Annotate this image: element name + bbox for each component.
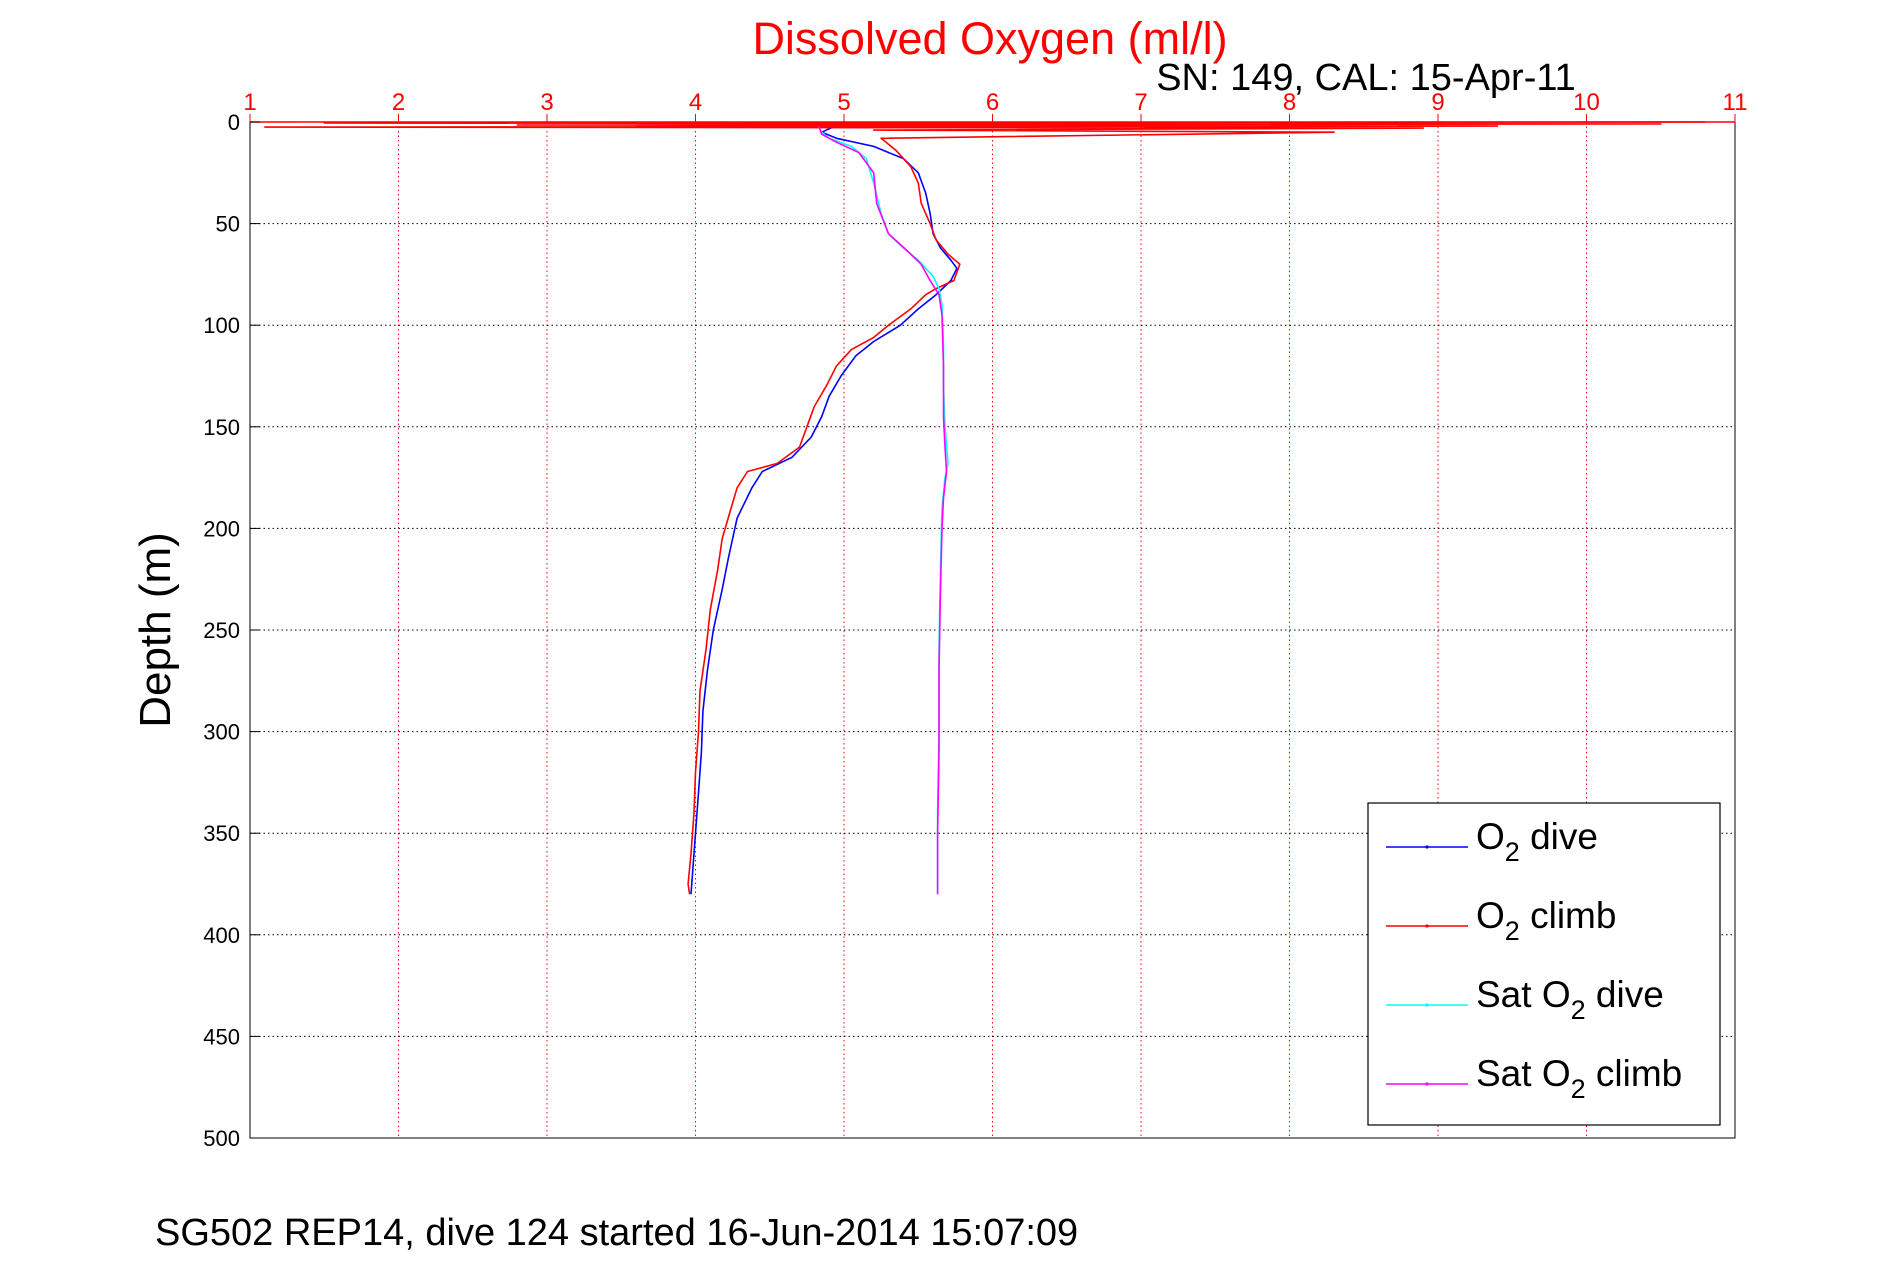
legend-marker xyxy=(1425,1082,1429,1086)
x-tick-label: 7 xyxy=(1134,89,1147,116)
y-tick-label: 400 xyxy=(203,923,240,948)
legend: O2 dive O2 climb Sat O2 dive Sat O2 climb xyxy=(1367,802,1721,1126)
legend-marker xyxy=(1425,845,1429,849)
x-tick-label: 3 xyxy=(540,89,553,116)
x-tick-label: 9 xyxy=(1431,89,1444,116)
legend-label: Sat O2 climb xyxy=(1476,1053,1682,1104)
x-tick-label: 10 xyxy=(1573,89,1600,116)
chart-title: Dissolved Oxygen (ml/l) xyxy=(752,13,1227,64)
legend-label: O2 climb xyxy=(1476,895,1616,946)
x-tick-label: 5 xyxy=(837,89,850,116)
series-line-1 xyxy=(264,121,1706,895)
legend-marker xyxy=(1425,1003,1429,1007)
x-tick-label: 8 xyxy=(1283,89,1296,116)
x-tick-label: 4 xyxy=(689,89,702,116)
x-axis: 1 2 3 4 5 6 7 8 9 10 11 xyxy=(243,89,1748,123)
y-tick-label: 200 xyxy=(203,516,240,541)
y-tick-label: 50 xyxy=(216,212,240,237)
caption: SG502 REP14, dive 124 started 16-Jun-201… xyxy=(155,1212,1078,1254)
series-line-0 xyxy=(690,121,958,895)
y-tick-label: 250 xyxy=(203,618,240,643)
y-tick-label: 450 xyxy=(203,1024,240,1049)
series-line-2 xyxy=(821,131,949,895)
x-tick-label: 1 xyxy=(243,89,256,116)
y-axis-label: Depth (m) xyxy=(131,532,180,728)
y-tick-label: 300 xyxy=(203,720,240,745)
y-tick-label: 100 xyxy=(203,313,240,338)
legend-label: O2 dive xyxy=(1476,816,1598,867)
y-axis: 0 50 100 150 200 250 300 350 400 450 500 xyxy=(203,110,260,1151)
x-tick-label: 2 xyxy=(392,89,405,116)
chart-subtitle: SN: 149, CAL: 15-Apr-11 xyxy=(1156,57,1576,99)
legend-marker xyxy=(1425,924,1429,928)
series-line-3 xyxy=(818,125,948,895)
y-tick-label: 350 xyxy=(203,821,240,846)
legend-box xyxy=(1367,802,1721,1126)
x-tick-label: 6 xyxy=(986,89,999,116)
x-tick-label: 11 xyxy=(1723,89,1748,116)
y-tick-label: 500 xyxy=(203,1126,240,1151)
series-lines xyxy=(264,121,1706,895)
legend-label: Sat O2 dive xyxy=(1476,974,1664,1025)
y-tick-label: 150 xyxy=(203,415,240,440)
y-tick-label: 0 xyxy=(228,110,240,135)
